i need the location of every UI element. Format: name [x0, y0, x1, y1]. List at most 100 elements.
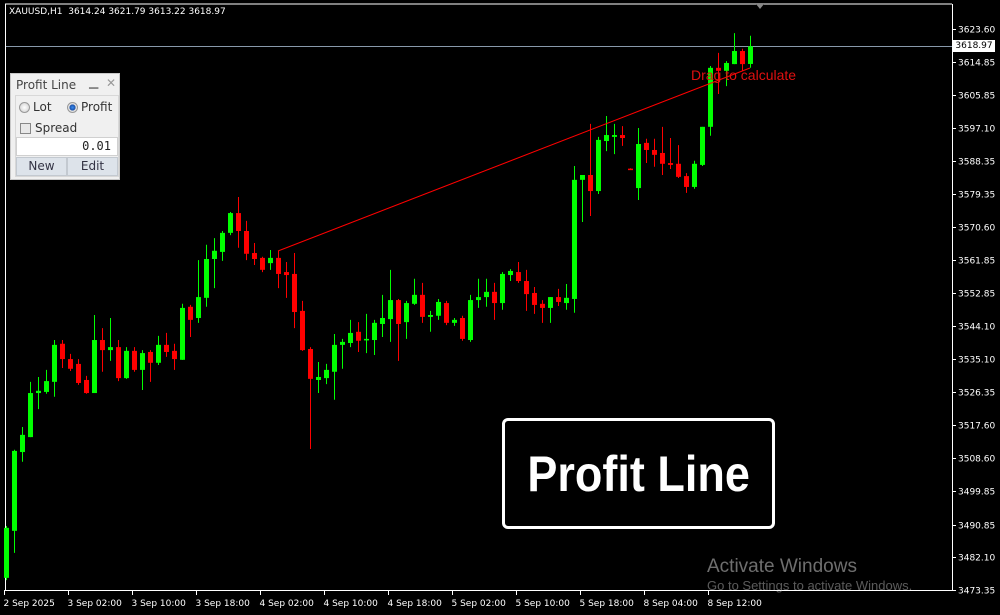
minimize-icon[interactable]: ▁ [89, 75, 99, 89]
candle-body [508, 270, 513, 276]
candle-body [44, 381, 49, 392]
bullish-candle [476, 278, 481, 308]
price-tick-label: 3482.10 [958, 554, 995, 564]
time-tick-label: 5 Sep 02:00 [452, 599, 507, 609]
bullish-candle [20, 427, 25, 462]
candle-body [340, 341, 345, 345]
bullish-candle [180, 303, 185, 360]
bearish-candle [684, 173, 689, 193]
bullish-candle [596, 136, 601, 195]
bearish-candle [644, 138, 649, 164]
price-tick-label: 3508.60 [958, 455, 995, 465]
candle-body [652, 149, 657, 155]
chart-frame [5, 3, 953, 591]
bearish-candle [132, 347, 137, 372]
price-tick-label: 3473.35 [958, 587, 995, 597]
candle-body [228, 213, 233, 233]
panel-title[interactable]: Profit Line [16, 78, 77, 92]
candle-body [628, 168, 633, 171]
candle-body [748, 46, 753, 64]
candle-body [188, 306, 193, 320]
drag-to-calculate-label[interactable]: Drag to calculate [691, 67, 797, 83]
bearish-candle [148, 350, 153, 382]
bearish-candle [660, 126, 665, 175]
price-tick-label: 3535.10 [958, 356, 995, 366]
bullish-candle [612, 123, 617, 155]
bearish-candle [420, 282, 425, 323]
candle-body [76, 363, 81, 383]
candle-body [716, 67, 721, 71]
candle-body [572, 179, 577, 299]
spread-checkbox-box[interactable] [20, 122, 31, 134]
candle-body [596, 139, 601, 192]
panel-body: Lot Profit Spread 0.01 New Edit [15, 95, 119, 177]
bearish-candle [356, 322, 361, 352]
candle-body [252, 253, 257, 260]
radio-profit-indicator[interactable] [67, 101, 78, 113]
bearish-candle [628, 168, 633, 171]
bullish-candle [636, 127, 641, 201]
radio-lot-label: Lot [33, 100, 52, 114]
time-axis[interactable]: 2 Sep 2025 3 Sep 02:00 3 Sep 10:00 3 Sep 18… [4, 590, 763, 609]
radio-lot-indicator[interactable] [19, 101, 30, 113]
bullish-candle [92, 315, 97, 394]
bearish-candle [668, 138, 673, 170]
profit-trend-line[interactable] [277, 67, 751, 252]
candle-body [692, 163, 697, 187]
price-tick-label: 3526.35 [958, 389, 995, 399]
candle-body [124, 350, 129, 379]
candle-body [172, 350, 177, 360]
candle-body [156, 344, 161, 363]
candle-body [260, 257, 265, 270]
radio-profit[interactable]: Profit [67, 100, 112, 114]
candle-body [708, 67, 713, 127]
candle-body [420, 294, 425, 317]
price-tick-label: 3623.60 [958, 26, 995, 36]
bearish-candle [276, 250, 281, 289]
bullish-candle [340, 338, 345, 369]
bullish-candle [604, 115, 609, 152]
candle-body [452, 319, 457, 323]
bullish-candle [452, 317, 457, 326]
bearish-candle [76, 359, 81, 385]
candle-body [100, 340, 105, 351]
bullish-candle [580, 174, 585, 223]
bullish-candle [412, 278, 417, 305]
candle-body [604, 135, 609, 142]
bearish-candle [60, 340, 65, 369]
bullish-candle [564, 284, 569, 310]
bearish-candle [84, 375, 89, 394]
value-input[interactable]: 0.01 [16, 137, 118, 156]
bearish-candle [284, 261, 289, 298]
candle-body [356, 331, 361, 341]
candle-body [516, 272, 521, 282]
bullish-candle [708, 65, 713, 136]
new-button[interactable]: New [16, 157, 67, 176]
bearish-candle [620, 126, 625, 146]
candle-body [4, 527, 9, 578]
price-tick-label: 3490.85 [958, 522, 995, 532]
time-tick-label: 3 Sep 02:00 [68, 599, 123, 609]
close-icon[interactable]: ✕ [106, 76, 117, 90]
chart-shift-marker-icon[interactable] [756, 4, 764, 9]
radio-lot[interactable]: Lot [19, 100, 52, 114]
candles [4, 33, 753, 581]
profit-line-panel[interactable]: Profit Line ▁ ✕ Lot Profit Spread 0.01 N… [10, 73, 120, 180]
candle-body [588, 174, 593, 192]
candle-body [636, 144, 641, 189]
time-tick-label: 8 Sep 04:00 [644, 599, 699, 609]
price-tick-label: 3597.10 [958, 125, 995, 135]
candle-body [324, 369, 329, 379]
spread-checkbox[interactable]: Spread [20, 121, 77, 135]
bearish-candle [308, 347, 313, 450]
price-axis[interactable]: 3623.60 3614.85 3605.85 3597.10 3588.35 3579.… [952, 26, 995, 597]
bullish-candle [108, 317, 113, 361]
price-tick-label: 3517.60 [958, 422, 995, 432]
candle-body [236, 213, 241, 231]
time-tick-label: 2 Sep 2025 [4, 599, 55, 609]
edit-button[interactable]: Edit [67, 157, 118, 176]
candle-body [388, 300, 393, 320]
bearish-candle [188, 304, 193, 338]
candle-body [68, 359, 73, 369]
